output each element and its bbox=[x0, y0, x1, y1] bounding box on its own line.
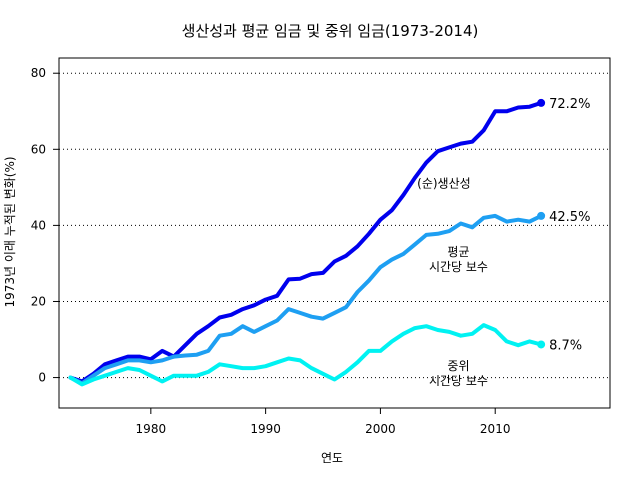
y-tick-label: 60 bbox=[31, 142, 46, 156]
series-end-point bbox=[537, 340, 546, 349]
x-axis-label: 연도 bbox=[321, 451, 343, 465]
series-end-label: 72.2% bbox=[549, 97, 590, 112]
series-line bbox=[68, 100, 544, 384]
y-tick-label: 40 bbox=[31, 218, 46, 232]
y-tick-label: 0 bbox=[38, 371, 46, 385]
y-tick-label: 80 bbox=[31, 66, 46, 80]
y-axis-label: 1973년 이래 누적된 변화(%) bbox=[3, 156, 17, 307]
series-end-point bbox=[537, 98, 546, 107]
chart-title: 생산성과 평균 임금 및 중위 임금(1973-2014) bbox=[182, 22, 479, 40]
series-end-label: 42.5% bbox=[549, 210, 590, 225]
series-label: 중위 bbox=[447, 359, 469, 373]
plot-area: 0 20 40 60 80 1980 1990 2000 2010 72.2% (순)생산성 42.5… bbox=[31, 57, 611, 436]
series-end-label: 8.7% bbox=[549, 338, 582, 353]
series-label: 시간당 보수 bbox=[429, 260, 488, 274]
series-label: (순)생산성 bbox=[417, 176, 471, 190]
x-tick-label: 2010 bbox=[480, 422, 511, 436]
y-tick-label: 20 bbox=[31, 294, 46, 308]
series-line bbox=[68, 213, 544, 386]
x-tick-label: 1980 bbox=[136, 422, 167, 436]
x-tick-label: 2000 bbox=[365, 422, 396, 436]
plot-frame bbox=[58, 57, 611, 409]
series-label: 평균 bbox=[447, 245, 469, 259]
series-line bbox=[68, 323, 544, 387]
series-label: 시간당 보수 bbox=[429, 374, 488, 388]
series-end-point bbox=[537, 211, 546, 220]
x-tick-label: 1990 bbox=[250, 422, 281, 436]
